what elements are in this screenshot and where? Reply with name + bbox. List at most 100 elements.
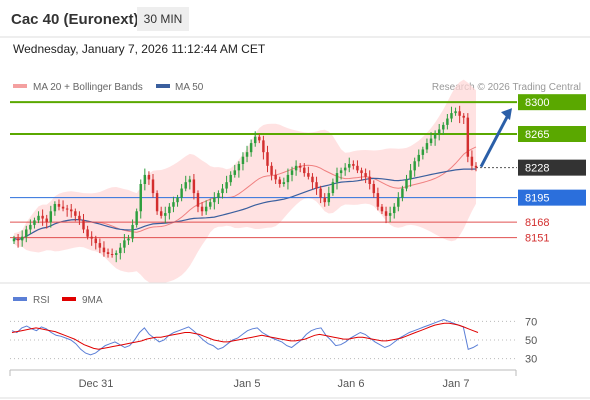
candle <box>319 185 322 204</box>
candle-body <box>311 176 314 183</box>
datetime-label: Wednesday, January 7, 2026 11:12:44 AM C… <box>13 42 266 56</box>
rsi-tick-70: 70 <box>525 316 537 328</box>
level-tag-8300 <box>518 94 586 111</box>
candle <box>294 160 298 176</box>
candle-body <box>176 197 179 203</box>
candle-body <box>462 115 465 118</box>
candle <box>258 134 261 144</box>
candle <box>25 225 28 243</box>
candle <box>98 238 102 254</box>
candle-body <box>151 179 155 194</box>
candle <box>225 175 228 194</box>
candle <box>348 157 351 173</box>
candle-body <box>204 206 208 212</box>
candle <box>16 234 20 248</box>
level-tag-8228 <box>518 159 586 176</box>
candle <box>454 107 457 116</box>
candle-body <box>429 138 433 144</box>
candle-body <box>217 193 220 198</box>
candle <box>474 162 478 172</box>
candle <box>470 150 474 171</box>
candle <box>86 225 89 240</box>
candle-body <box>274 174 277 180</box>
candle <box>110 248 114 258</box>
candle <box>123 234 126 254</box>
candle <box>114 250 118 263</box>
bollinger-bands <box>14 79 476 284</box>
candle <box>229 171 232 186</box>
candle-body <box>209 202 212 207</box>
candle-body <box>82 220 85 230</box>
candle <box>307 166 310 180</box>
candle-body <box>266 152 269 166</box>
candle <box>270 162 273 181</box>
candle <box>437 124 441 141</box>
ma50-legend-swatch <box>156 84 170 88</box>
candle <box>315 176 318 195</box>
rsi-ma-line <box>11 322 479 350</box>
level-label-8300: 8300 <box>525 97 549 109</box>
candle <box>172 196 175 213</box>
candle <box>119 243 122 260</box>
candle-body <box>442 124 445 130</box>
candle <box>311 173 314 190</box>
candle <box>450 106 453 123</box>
candle <box>29 219 32 234</box>
candle <box>176 194 179 207</box>
candle <box>221 184 224 199</box>
candle-body <box>294 165 298 171</box>
candle <box>49 205 53 228</box>
timeframe-badge[interactable] <box>137 7 189 31</box>
candle <box>429 132 433 146</box>
candle-body <box>139 184 142 212</box>
candle <box>131 219 134 243</box>
candle <box>192 174 196 200</box>
rsi-legend-swatch <box>13 297 27 301</box>
candle-body <box>131 224 134 239</box>
candle <box>364 168 367 184</box>
candle-body <box>388 213 392 216</box>
candle-body <box>147 174 151 180</box>
candle <box>388 206 392 223</box>
candle-body <box>45 218 48 223</box>
candle-body <box>98 243 102 248</box>
candle <box>159 206 163 219</box>
candle <box>298 163 302 173</box>
candle <box>37 211 40 224</box>
candle <box>397 192 400 212</box>
candle-body <box>450 113 453 119</box>
candle-body <box>94 238 97 244</box>
candle <box>241 152 245 171</box>
candle <box>462 113 465 124</box>
candle <box>237 161 241 178</box>
candle-body <box>315 182 318 189</box>
candle-body <box>401 188 404 198</box>
candle-body <box>335 173 339 183</box>
candle-body <box>12 238 16 242</box>
candle-body <box>78 215 81 221</box>
forecast-arrow <box>479 108 512 168</box>
candle <box>339 167 343 180</box>
candle <box>417 149 420 167</box>
candle-body <box>114 253 118 255</box>
candle-body <box>409 170 412 180</box>
candle-body <box>159 211 163 216</box>
candle-body <box>413 161 416 171</box>
candle <box>78 211 81 225</box>
candle <box>74 208 77 222</box>
candle-body <box>331 182 335 194</box>
bollinger-legend-label: MA 20 + Bollinger Bands <box>33 82 143 93</box>
candle-body <box>229 174 232 183</box>
rsi-tick-50: 50 <box>525 335 537 347</box>
candle-body <box>213 197 216 203</box>
candle-body <box>307 173 310 177</box>
candle-body <box>37 215 40 221</box>
forecast-arrow-head <box>501 108 512 121</box>
candle <box>458 105 461 124</box>
candle-body <box>323 197 326 203</box>
candle <box>466 113 470 163</box>
candle <box>343 163 347 176</box>
candle-body <box>474 165 478 168</box>
level-tag-8265 <box>518 126 586 142</box>
candle-body <box>123 240 126 248</box>
